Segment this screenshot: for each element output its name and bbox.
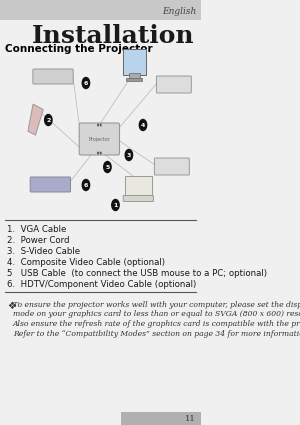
Circle shape bbox=[82, 77, 90, 88]
Text: 6: 6 bbox=[84, 80, 88, 85]
Text: 5   USB Cable  (to connect the USB mouse to a PC; optional): 5 USB Cable (to connect the USB mouse to… bbox=[7, 269, 267, 278]
FancyBboxPatch shape bbox=[125, 176, 152, 198]
Circle shape bbox=[97, 124, 99, 127]
Text: 1.  VGA Cable: 1. VGA Cable bbox=[7, 225, 66, 234]
FancyBboxPatch shape bbox=[154, 158, 189, 175]
Text: 6.  HDTV/Component Video Cable (optional): 6. HDTV/Component Video Cable (optional) bbox=[7, 280, 196, 289]
FancyBboxPatch shape bbox=[123, 49, 146, 75]
Circle shape bbox=[45, 114, 52, 125]
Text: 5: 5 bbox=[105, 164, 110, 170]
Circle shape bbox=[100, 151, 102, 155]
Text: 2: 2 bbox=[46, 117, 50, 122]
FancyBboxPatch shape bbox=[129, 73, 140, 79]
Circle shape bbox=[97, 151, 99, 155]
Text: To ensure the projector works well with your computer, please set the display: To ensure the projector works well with … bbox=[13, 301, 300, 309]
FancyBboxPatch shape bbox=[79, 123, 119, 155]
Text: 3: 3 bbox=[127, 153, 131, 158]
Polygon shape bbox=[28, 104, 43, 135]
Text: 3.  S-Video Cable: 3. S-Video Cable bbox=[7, 247, 80, 256]
Circle shape bbox=[112, 199, 119, 210]
Text: Connecting the Projector: Connecting the Projector bbox=[5, 44, 153, 54]
Text: 1: 1 bbox=[113, 202, 118, 207]
FancyBboxPatch shape bbox=[30, 177, 70, 192]
Text: mode on your graphics card to less than or equal to SVGA (800 x 600) resolution.: mode on your graphics card to less than … bbox=[13, 311, 300, 318]
Text: 11: 11 bbox=[185, 415, 196, 423]
Bar bbox=[121, 412, 201, 425]
Text: 4: 4 bbox=[141, 122, 145, 128]
Circle shape bbox=[100, 124, 102, 127]
Circle shape bbox=[104, 162, 111, 173]
Text: 4.  Composite Video Cable (optional): 4. Composite Video Cable (optional) bbox=[7, 258, 165, 267]
Circle shape bbox=[139, 119, 147, 130]
Text: Installation: Installation bbox=[32, 24, 195, 48]
FancyBboxPatch shape bbox=[33, 69, 73, 84]
Bar bbox=[0, 0, 201, 20]
Text: 2.  Power Cord: 2. Power Cord bbox=[7, 236, 69, 245]
Text: Refer to the “Compatibility Modes” section on page 34 for more information.: Refer to the “Compatibility Modes” secti… bbox=[13, 329, 300, 337]
FancyBboxPatch shape bbox=[126, 78, 142, 81]
Circle shape bbox=[125, 150, 133, 161]
Text: 6: 6 bbox=[84, 182, 88, 187]
Text: Also ensure the refresh rate of the graphics card is compatible with the project: Also ensure the refresh rate of the grap… bbox=[13, 320, 300, 328]
Text: ❖: ❖ bbox=[7, 301, 16, 311]
Text: English: English bbox=[162, 6, 196, 15]
FancyBboxPatch shape bbox=[123, 196, 153, 201]
Circle shape bbox=[82, 179, 90, 190]
FancyBboxPatch shape bbox=[156, 76, 191, 93]
Text: Projector: Projector bbox=[88, 136, 110, 142]
